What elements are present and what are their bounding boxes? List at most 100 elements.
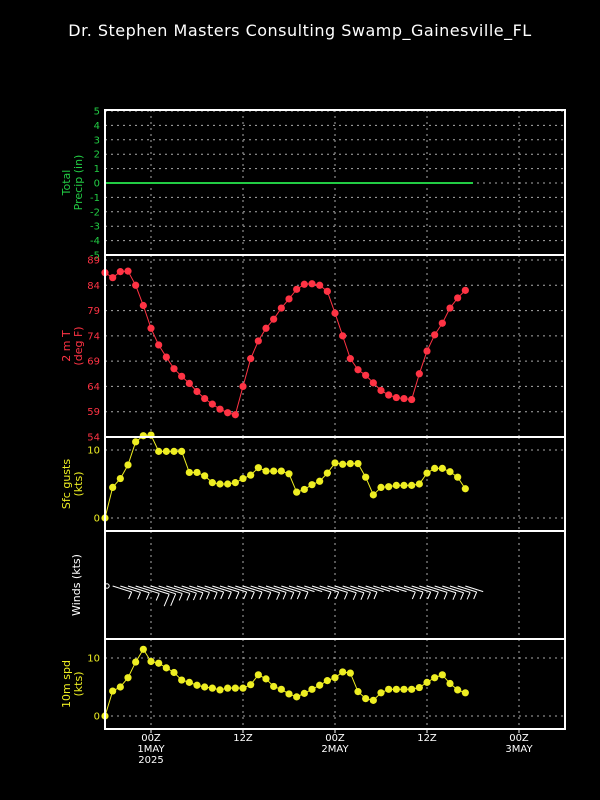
gust-series-line [104,434,466,519]
gust-point [400,481,408,489]
wind-barb [127,585,150,600]
wind-barb-shaft [212,585,232,593]
wind-barb-shaft [465,585,484,593]
wind-barb [166,585,191,601]
temp-point [300,280,308,288]
y-tick-label: 0 [94,514,100,525]
temp-point [400,394,408,403]
temp-point [431,331,439,339]
spd-point [231,684,239,692]
spd-point [354,688,362,696]
gust-point [124,461,132,469]
wind-barb-shaft [334,585,357,594]
wind-barb-half-flag [192,592,197,601]
gust-point [262,467,270,475]
temp-point [170,365,178,373]
temp-point [362,371,370,379]
wind-barb [357,585,378,600]
wind-barb-shaft [357,585,378,593]
spd-point [116,683,124,691]
gust-point [385,483,393,491]
panel-temp: 89 84 79 74 69 64 59 54 2 m T (deg F) [60,254,566,444]
wind-barb [373,585,391,592]
spd-point [208,684,216,692]
y-tick-label: 69 [87,357,100,368]
spd-point [185,678,193,686]
y-tick-label: 1 [94,164,100,175]
wind-barb-half-flag [267,592,272,600]
y-axis-label: Sfc gusts (kts) [60,459,85,509]
wind-barb [342,585,365,600]
wind-barb [135,585,160,601]
wind-barb-half-flag [220,591,225,600]
gust-point [354,460,362,468]
wind-barb-shaft [127,585,150,594]
y-tick-label: 10 [87,446,100,457]
wind-barb [411,585,432,600]
wind-barb [181,585,204,600]
wind-barb-shaft [265,585,287,593]
gust-point [216,480,224,488]
y-tick-label: 0 [94,712,100,723]
wind-barb-half-flag [419,591,424,600]
temp-point [408,395,416,404]
y-tick-label: 10 [87,654,100,665]
temp-point [270,315,278,323]
wind-barb [350,585,371,600]
wind-barb-shaft [442,585,464,594]
wind-barb-half-flag [186,593,191,601]
wind-barb-half-flag [443,592,448,600]
gust-point [323,469,331,477]
y-axis-label: Winds (kts) [70,554,83,616]
spd-point [132,658,140,666]
wind-barb-shaft [112,585,132,593]
gust-point [362,473,370,481]
wind-barb [235,585,255,600]
wind-barb [212,585,232,600]
wind-barb-half-flag [155,593,160,601]
wind-barb-shaft [457,585,477,593]
wind-barb-half-flag [466,592,471,600]
gust-point [346,460,354,468]
wind-barb [227,585,248,600]
y-axis-label-line: Winds (kts) [70,554,83,616]
wind-barb-shaft [288,585,309,593]
wind-barb-half-flag [199,592,204,600]
wind-barb-half-flag [243,591,248,600]
wind-barb [449,585,471,600]
y-tick-label: 2 [94,150,100,161]
wind-barb [173,585,197,601]
wind-barb [380,585,400,593]
gust-point [162,447,170,455]
temp-point [454,294,462,302]
spd-point [415,683,423,692]
gust-point [247,471,255,479]
wind-barb [120,585,141,600]
y-tick-label: 54 [87,433,100,444]
gust-point [392,481,400,489]
temp-point [208,400,216,408]
gust-point [377,483,385,491]
y-tick-label: -1 [90,193,100,204]
wind-barb [281,585,301,600]
wind-barb [365,585,384,593]
wind-barb-half-flag [213,592,218,600]
wind-barb [319,585,340,600]
x-tick-label: 12Z [233,733,253,744]
spd-point [216,686,224,694]
wind-barb-shaft [181,585,204,594]
gust-point [285,470,293,478]
temp-point [224,409,232,417]
wind-barb [150,585,177,606]
wind-barb-half-flag [250,591,255,600]
temp-point [293,285,301,293]
wind-barb [442,585,465,600]
wind-barb-shaft [143,585,170,595]
wind-barb-shaft [150,585,176,595]
gust-point [316,477,324,485]
gust-point [254,464,262,472]
wind-barb-shaft [350,585,371,593]
temp-point [308,280,316,288]
wind-barb-shaft [219,585,240,593]
